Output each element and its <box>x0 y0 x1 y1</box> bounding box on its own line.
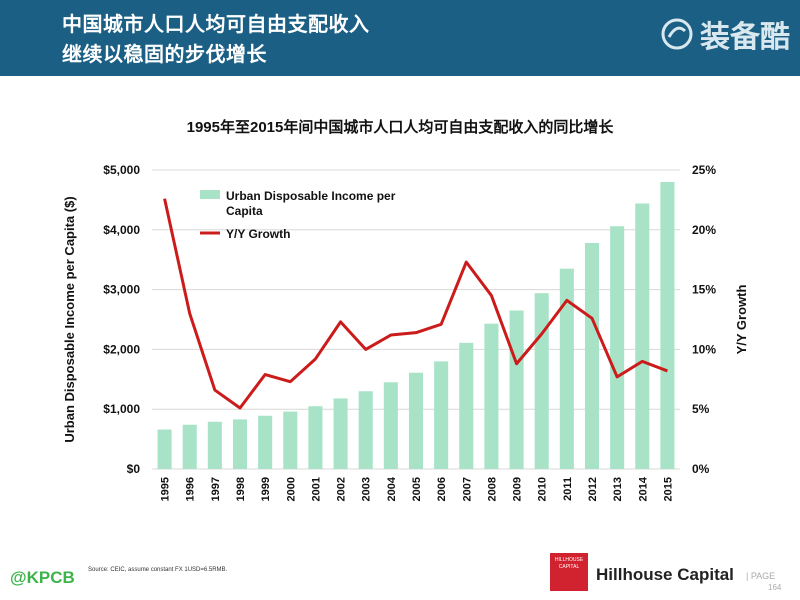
y-right-axis-label: Y/Y Growth <box>734 285 749 355</box>
y-right-tick-label: 25% <box>692 163 716 177</box>
chart-title: 1995年至2015年间中国城市人口人均可自由支配收入的同比增长 <box>186 119 614 136</box>
y-left-tick-label: $4,000 <box>103 223 140 237</box>
y-right-tick-label: 15% <box>692 283 716 297</box>
y-left-tick-label: $2,000 <box>103 342 140 356</box>
bar <box>610 226 625 469</box>
bar <box>509 310 524 469</box>
page-number: 164 <box>768 583 782 592</box>
header-banner: 中国城市人口人均可自由支配收入 继续以稳固的步伐增长 装备酷 <box>0 0 800 76</box>
y-right-tick-label: 5% <box>692 402 710 416</box>
x-tick-label: 2005 <box>411 477 423 501</box>
x-tick-label: 2011 <box>562 477 574 501</box>
x-tick-label: 1999 <box>260 477 272 501</box>
y-right-tick-label: 10% <box>692 342 716 356</box>
x-tick-label: 2001 <box>310 477 322 501</box>
bar <box>157 429 172 469</box>
x-tick-label: 2000 <box>285 477 297 501</box>
x-tick-label: 2012 <box>587 477 599 501</box>
legend-label-bars-line1: Urban Disposable Income per <box>226 189 396 203</box>
bar <box>584 242 600 469</box>
bar <box>459 342 474 469</box>
bar <box>559 268 574 469</box>
x-tick-label: 1998 <box>235 477 247 501</box>
bar <box>232 419 248 469</box>
bar <box>258 415 273 469</box>
x-tick-label: 2002 <box>336 477 348 501</box>
y-left-tick-label: $5,000 <box>103 163 140 177</box>
y-left-tick-label: $0 <box>127 462 141 476</box>
bar <box>660 181 675 469</box>
y-left-axis-label: Urban Disposable Income per Capita ($) <box>62 196 77 442</box>
bar <box>333 398 348 469</box>
x-tick-label: 2003 <box>361 477 373 501</box>
kpcb-handle: @KPCB <box>10 568 75 587</box>
x-tick-label: 1997 <box>210 477 222 501</box>
x-tick-label: 2004 <box>386 476 398 501</box>
bar <box>534 293 549 469</box>
bar <box>484 323 499 469</box>
bar <box>358 391 373 469</box>
brand-logo: 装备酷 <box>660 14 790 54</box>
x-tick-label: 2009 <box>512 477 524 501</box>
bar <box>283 411 298 469</box>
x-tick-label: 2010 <box>537 477 549 501</box>
bar <box>207 421 222 469</box>
bar <box>383 382 398 469</box>
source-note: Source: CEIC, assume constant FX 1USD=6.… <box>88 567 228 573</box>
slide-title-line1: 中国城市人口人均可自由支配收入 <box>62 14 370 36</box>
bar <box>635 203 650 469</box>
x-tick-label: 1995 <box>160 477 172 501</box>
legend-label-line: Y/Y Growth <box>226 227 290 241</box>
x-tick-label: 2015 <box>662 477 674 501</box>
hillhouse-logo: HILLHOUSE CAPITAL <box>550 553 588 591</box>
growth-line <box>163 198 668 410</box>
x-tick-label: 2006 <box>436 477 448 501</box>
legend-label-bars-line2: Capita <box>226 204 263 218</box>
y-left-tick-label: $1,000 <box>103 402 140 416</box>
slide-title-line2: 继续以稳固的步伐增长 <box>62 44 267 66</box>
x-tick-label: 2014 <box>637 476 649 501</box>
bar <box>434 361 449 469</box>
x-tick-label: 2013 <box>612 477 624 501</box>
x-tick-label: 2007 <box>461 477 473 501</box>
x-tick-label: 1996 <box>185 477 197 501</box>
bar <box>308 406 323 469</box>
hillhouse-name: Hillhouse Capital <box>596 565 734 584</box>
y-right-tick-label: 20% <box>692 223 716 237</box>
x-tick-label: 2008 <box>486 477 498 501</box>
brand-name: 装备酷 <box>700 21 790 54</box>
legend-swatch-bars <box>200 190 220 199</box>
page-label: | PAGE <box>746 571 776 581</box>
y-right-tick-label: 0% <box>692 462 710 476</box>
y-left-tick-label: $3,000 <box>103 283 140 297</box>
bar <box>408 372 424 469</box>
brand-swirl-icon <box>661 18 693 50</box>
bar <box>182 424 197 469</box>
